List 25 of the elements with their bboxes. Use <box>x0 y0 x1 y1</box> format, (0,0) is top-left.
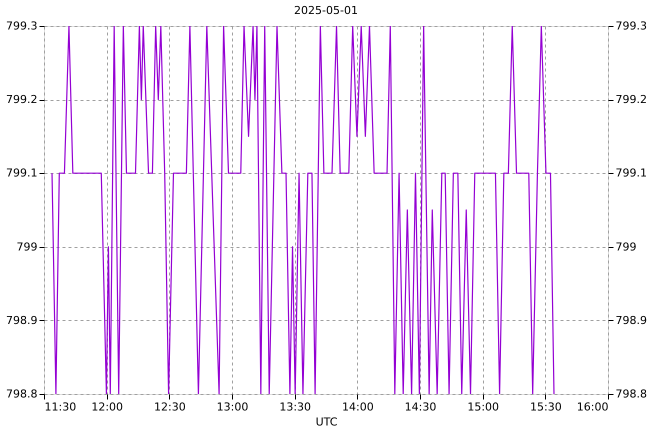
y-tick-label: 798.8 <box>6 388 38 400</box>
x-tick-label: 13:30 <box>279 400 312 414</box>
x-tick-label: 14:00 <box>342 400 374 414</box>
y-tick-label: 799.1 <box>6 166 38 180</box>
line-series <box>51 26 555 394</box>
y2-tick-label: 799.3 <box>616 20 647 32</box>
chart-title: 2025-05-01 <box>294 4 358 17</box>
y2-tick-label: 799.1 <box>616 166 647 180</box>
y2-tick-label: 799 <box>616 240 636 254</box>
y-tick-label: 799.2 <box>6 93 38 106</box>
y2-tick-label: 798.8 <box>616 388 647 400</box>
x-tick-label: 15:00 <box>467 400 500 414</box>
x-axis-title: UTC <box>316 416 338 428</box>
x-tick-label: 13:00 <box>216 400 248 414</box>
x-tick-label: 11:30 <box>44 400 76 414</box>
x-tick-label: 12:30 <box>154 400 186 414</box>
x-tick-label: 14:30 <box>404 400 436 414</box>
x-tick-label: 12:00 <box>91 400 124 414</box>
y-tick-label: 799.3 <box>6 20 38 32</box>
y-tick-label: 799 <box>16 240 38 254</box>
y2-tick-label: 798.9 <box>616 314 647 327</box>
y-tick-label: 798.9 <box>6 314 38 327</box>
x-tick-label: 16:00 <box>576 400 608 414</box>
y2-tick-label: 799.2 <box>616 93 647 106</box>
x-tick-label: 15:30 <box>530 400 562 414</box>
